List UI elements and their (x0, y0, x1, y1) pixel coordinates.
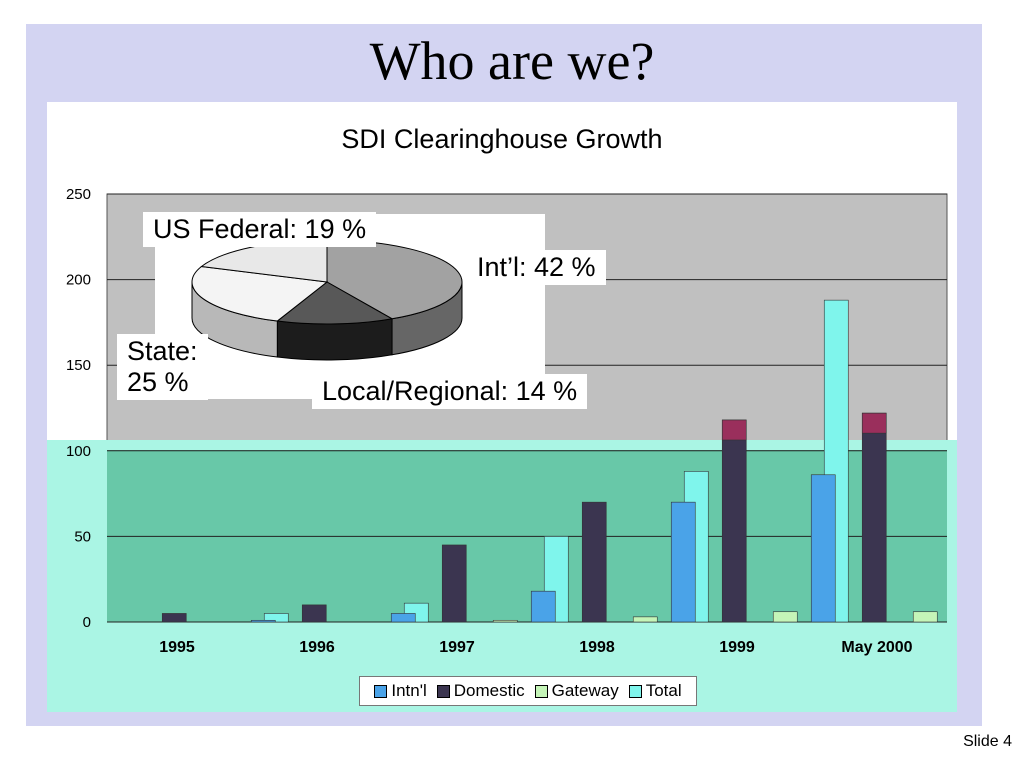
y-tick-label: 0 (83, 614, 91, 631)
bar-domestic (441, 544, 467, 623)
x-tick-label: 1995 (159, 639, 195, 656)
bar-domestic-top (861, 412, 887, 434)
bar-intnl (810, 474, 836, 623)
legend-item-total: Total (628, 681, 682, 701)
bar-gateway (492, 619, 518, 623)
x-tick-label: 1998 (579, 639, 615, 656)
x-tick-label: 1997 (439, 639, 475, 656)
legend-swatch-intnl (374, 684, 388, 698)
chart-title: SDI Clearinghouse Growth (341, 124, 662, 154)
bar-domestic (301, 604, 327, 623)
bar-gateway (772, 611, 798, 623)
y-tick-label: 250 (66, 186, 91, 203)
bar-gateway (632, 616, 658, 623)
y-tick-label: 200 (66, 272, 91, 289)
legend-swatch-total (628, 684, 642, 698)
slide-title: Who are we? (369, 31, 655, 91)
legend-item-domestic: Domestic (436, 681, 525, 701)
bar-total (263, 613, 289, 623)
x-tick-label: 1996 (299, 639, 335, 656)
bar-intnl (670, 501, 696, 623)
bar-intnl (250, 619, 276, 623)
legend-swatch-gateway (534, 684, 548, 698)
bar-domestic (581, 501, 607, 623)
pie-label-state-line1: State: (127, 336, 198, 366)
pie-slice-side (276, 318, 393, 361)
y-tick-label: 100 (66, 443, 91, 460)
bar-domestic (161, 613, 187, 623)
bar-intnl (530, 590, 556, 623)
bar-gateway (912, 611, 938, 623)
bar-domestic (861, 412, 887, 623)
legend-label-gateway: Gateway (551, 681, 619, 700)
slide-number: Slide 4 (963, 733, 1012, 750)
bar-chart: SDI Clearinghouse Growth 0 50 100 150 200 250 1… (47, 124, 957, 712)
legend-item-intnl: Intn'l (374, 681, 427, 701)
bar-intnl (390, 613, 416, 623)
chart-legend: Intn'l Domestic Gateway Total (359, 676, 697, 706)
pie-label-intl: Int’l: 42 % (467, 250, 606, 286)
legend-item-gateway: Gateway (534, 681, 619, 701)
pie-label-us-federal: US Federal: 19 % (143, 212, 377, 248)
bar-domestic-top (721, 419, 747, 441)
legend-label-total: Total (645, 681, 682, 700)
x-tick-label: 1999 (719, 639, 755, 656)
pie-label-local-regional: Local/Regional: 14 % (312, 374, 588, 410)
legend-swatch-domestic (436, 684, 450, 698)
pie-label-state: State: 25 % (117, 334, 208, 401)
pie-slice (276, 281, 394, 325)
y-tick-label: 50 (74, 528, 91, 545)
y-tick-label: 150 (66, 357, 91, 374)
pie-label-state-line2: 25 % (127, 367, 189, 398)
pie-slice (191, 266, 329, 322)
legend-label-domestic: Domestic (453, 681, 525, 700)
x-tick-label: May 2000 (841, 639, 912, 656)
chart-panel: SDI Clearinghouse Growth 0 50 100 150 200 250 1… (47, 102, 957, 712)
legend-label-intnl: Intn'l (391, 681, 427, 700)
bar-domestic (721, 419, 747, 623)
